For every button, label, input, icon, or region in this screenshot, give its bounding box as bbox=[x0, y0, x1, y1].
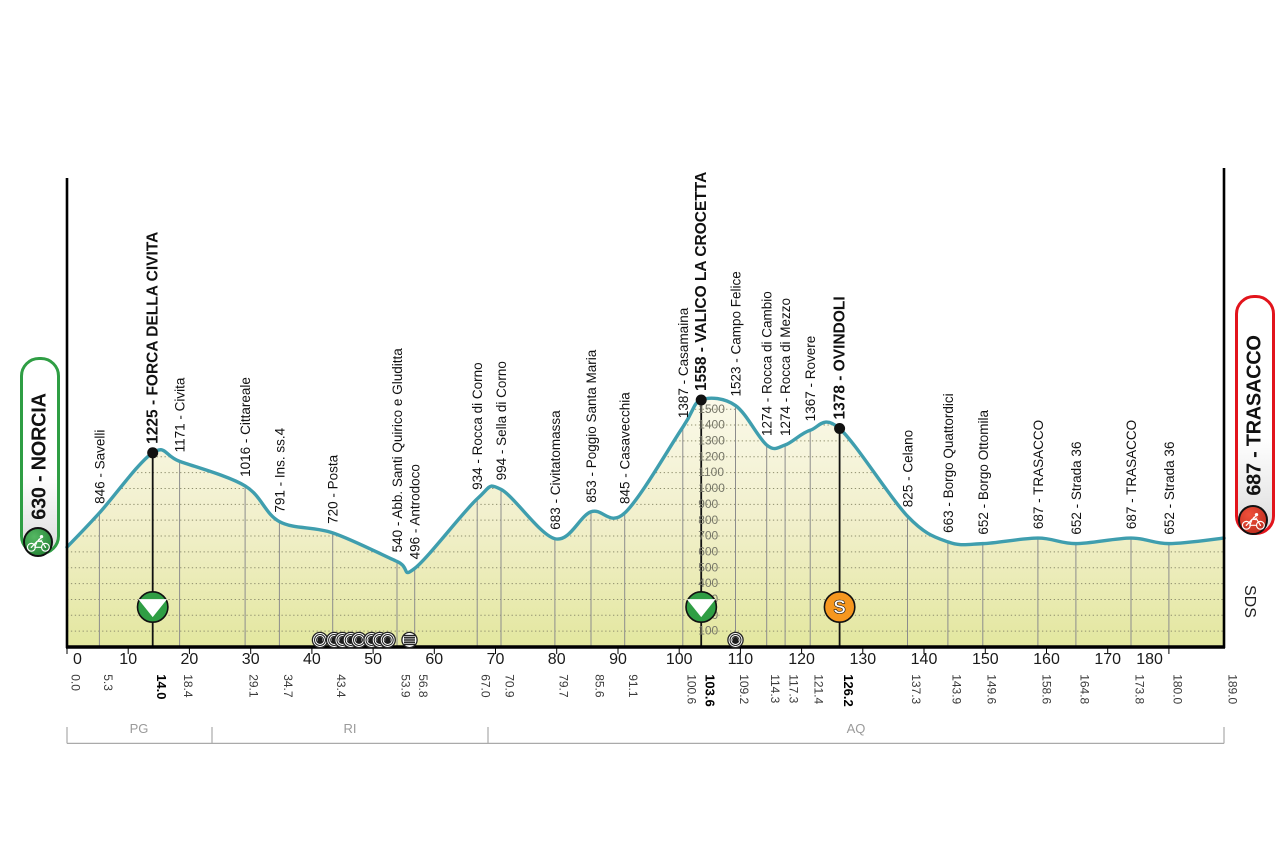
svg-text:103.6: 103.6 bbox=[703, 674, 718, 707]
svg-text:700: 700 bbox=[698, 529, 718, 543]
svg-text:1300: 1300 bbox=[698, 434, 725, 448]
svg-text:90: 90 bbox=[609, 651, 627, 668]
svg-text:853 - Poggio Santa Maria: 853 - Poggio Santa Maria bbox=[584, 349, 599, 503]
svg-text:14.0: 14.0 bbox=[154, 674, 169, 699]
svg-text:0: 0 bbox=[73, 651, 82, 668]
svg-text:652 - Strada 36: 652 - Strada 36 bbox=[1069, 442, 1084, 535]
svg-text:67.0: 67.0 bbox=[479, 674, 493, 698]
svg-text:180.0: 180.0 bbox=[1170, 674, 1184, 704]
svg-text:846 - Savelli: 846 - Savelli bbox=[92, 430, 107, 504]
svg-text:126.2: 126.2 bbox=[841, 674, 856, 707]
svg-text:663 - Borgo Quattordici: 663 - Borgo Quattordici bbox=[941, 393, 956, 533]
svg-text:173.8: 173.8 bbox=[1133, 674, 1147, 704]
svg-text:121.4: 121.4 bbox=[812, 674, 826, 704]
svg-text:994 - Sella di Corno: 994 - Sella di Corno bbox=[494, 361, 509, 480]
svg-text:140: 140 bbox=[911, 651, 938, 668]
svg-text:91.1: 91.1 bbox=[626, 674, 640, 698]
svg-text:143.9: 143.9 bbox=[949, 674, 963, 704]
svg-text:109.2: 109.2 bbox=[737, 674, 751, 704]
svg-text:70: 70 bbox=[487, 651, 505, 668]
svg-text:56.8: 56.8 bbox=[416, 674, 430, 698]
svg-text:SDS: SDS bbox=[1241, 585, 1258, 618]
svg-text:652 - Strada 36: 652 - Strada 36 bbox=[1162, 442, 1177, 535]
svg-text:496 - Antrodoco: 496 - Antrodoco bbox=[408, 464, 423, 559]
svg-text:180: 180 bbox=[1136, 651, 1163, 668]
svg-text:1000: 1000 bbox=[698, 481, 725, 495]
svg-text:70.9: 70.9 bbox=[503, 674, 517, 698]
svg-text:30: 30 bbox=[242, 651, 260, 668]
svg-text:117.3: 117.3 bbox=[787, 674, 801, 703]
svg-text:1400: 1400 bbox=[698, 418, 725, 432]
svg-text:800: 800 bbox=[698, 513, 718, 527]
svg-text:1100: 1100 bbox=[698, 465, 724, 479]
svg-text:687 - TRASACCO: 687 - TRASACCO bbox=[1124, 420, 1139, 529]
svg-text:10: 10 bbox=[119, 651, 137, 668]
svg-text:1558 - VALICO LA CROCETTA: 1558 - VALICO LA CROCETTA bbox=[693, 172, 710, 391]
svg-text:934 - Rocca di Corno: 934 - Rocca di Corno bbox=[470, 362, 485, 490]
svg-text:540 - Abb. Santi Quirico e Glu: 540 - Abb. Santi Quirico e Gluditta bbox=[390, 348, 405, 553]
svg-text:114.3: 114.3 bbox=[768, 674, 782, 703]
svg-text:720 - Posta: 720 - Posta bbox=[326, 454, 341, 524]
svg-text:149.6: 149.6 bbox=[984, 674, 998, 704]
svg-text:RI: RI bbox=[344, 721, 357, 736]
svg-text:AQ: AQ bbox=[847, 721, 866, 736]
svg-text:PG: PG bbox=[130, 721, 149, 736]
svg-text:845 - Casavecchia: 845 - Casavecchia bbox=[618, 392, 633, 504]
svg-text:100: 100 bbox=[698, 624, 718, 638]
svg-text:5.3: 5.3 bbox=[101, 674, 115, 691]
svg-text:170: 170 bbox=[1094, 651, 1121, 668]
svg-text:164.8: 164.8 bbox=[1077, 674, 1091, 704]
svg-text:S: S bbox=[833, 598, 846, 619]
svg-text:825 - Celano: 825 - Celano bbox=[901, 430, 916, 507]
svg-text:100: 100 bbox=[666, 651, 693, 668]
svg-text:137.3: 137.3 bbox=[909, 674, 923, 704]
svg-text:1378 - OVINDOLI: 1378 - OVINDOLI bbox=[832, 296, 849, 419]
svg-text:652 - Borgo Ottomila: 652 - Borgo Ottomila bbox=[976, 410, 991, 535]
svg-text:1200: 1200 bbox=[698, 449, 725, 463]
svg-text:18.4: 18.4 bbox=[181, 674, 195, 698]
svg-text:110: 110 bbox=[728, 651, 754, 668]
svg-text:1523 - Campo Felice: 1523 - Campo Felice bbox=[729, 271, 744, 396]
svg-text:683 - Civitatomassa: 683 - Civitatomassa bbox=[548, 410, 563, 530]
svg-text:50: 50 bbox=[364, 651, 382, 668]
svg-text:0.0: 0.0 bbox=[69, 674, 83, 691]
svg-text:1225 - FORCA DELLA CIVITA: 1225 - FORCA DELLA CIVITA bbox=[145, 232, 162, 444]
svg-text:80: 80 bbox=[548, 651, 566, 668]
svg-text:500: 500 bbox=[698, 560, 718, 574]
svg-text:34.7: 34.7 bbox=[281, 674, 295, 698]
svg-text:150: 150 bbox=[972, 651, 999, 668]
svg-text:791 - Ins. ss.4: 791 - Ins. ss.4 bbox=[272, 427, 287, 512]
svg-text:85.6: 85.6 bbox=[593, 674, 607, 698]
svg-text:160: 160 bbox=[1033, 651, 1060, 668]
svg-text:1367 - Rovere: 1367 - Rovere bbox=[803, 336, 818, 422]
svg-text:189.0: 189.0 bbox=[1226, 674, 1240, 704]
svg-text:1274 - Rocca di Mezzo: 1274 - Rocca di Mezzo bbox=[778, 298, 793, 436]
svg-text:130: 130 bbox=[849, 651, 876, 668]
svg-text:158.6: 158.6 bbox=[1039, 674, 1053, 704]
svg-text:60: 60 bbox=[425, 651, 443, 668]
svg-text:1171 - Civita: 1171 - Civita bbox=[173, 377, 188, 452]
svg-text:43.4: 43.4 bbox=[334, 674, 348, 698]
svg-text:1274 - Rocca di Cambio: 1274 - Rocca di Cambio bbox=[760, 291, 775, 436]
svg-text:79.7: 79.7 bbox=[556, 674, 570, 698]
svg-text:400: 400 bbox=[698, 576, 718, 590]
svg-text:1387 - Casamaina: 1387 - Casamaina bbox=[676, 307, 691, 418]
svg-text:120: 120 bbox=[788, 651, 815, 668]
svg-text:20: 20 bbox=[181, 651, 199, 668]
svg-text:53.9: 53.9 bbox=[399, 674, 413, 698]
svg-text:687 - TRASACCO: 687 - TRASACCO bbox=[1031, 420, 1046, 529]
svg-text:600: 600 bbox=[698, 545, 718, 559]
svg-text:29.1: 29.1 bbox=[247, 674, 261, 698]
svg-text:100.6: 100.6 bbox=[684, 674, 698, 704]
svg-text:1016 - Cittareale: 1016 - Cittareale bbox=[238, 377, 253, 477]
svg-text:900: 900 bbox=[698, 497, 718, 511]
svg-text:40: 40 bbox=[303, 651, 321, 668]
